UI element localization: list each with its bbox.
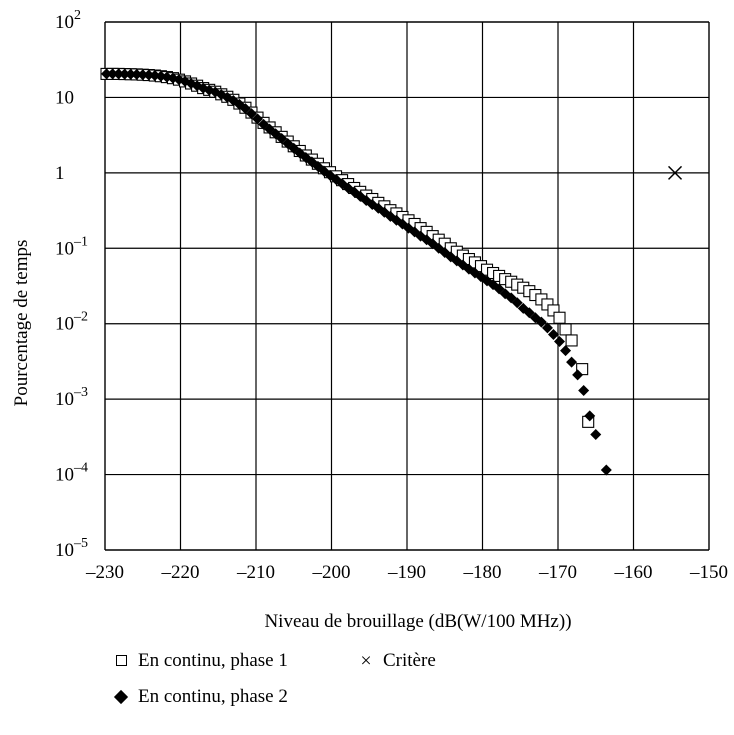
grid-lines bbox=[104, 21, 710, 551]
filled-diamond-point bbox=[119, 68, 131, 80]
y-tick-label: 10–3 bbox=[55, 385, 88, 410]
x-tick-label: –180 bbox=[463, 562, 502, 583]
open-square-point bbox=[559, 323, 572, 336]
x-tick-label: –210 bbox=[236, 562, 275, 583]
y-tick-label: 10–1 bbox=[55, 234, 88, 259]
y-tick-label: 10 bbox=[55, 87, 74, 108]
x-axis-label: Niveau de brouillage (dB(W/100 MHz)) bbox=[264, 611, 571, 632]
filled-diamond-point bbox=[113, 68, 125, 80]
legend: En continu, phase 1 × Critère En continu… bbox=[110, 650, 670, 730]
filled-diamond-point bbox=[137, 69, 149, 81]
y-tick-label: 10–4 bbox=[55, 461, 88, 486]
y-tick-labels: 102 10 1 10–1 10–2 10–3 10–4 10–5 bbox=[55, 8, 88, 561]
filled-diamond-point bbox=[554, 336, 566, 348]
x-tick-label: –190 bbox=[387, 562, 426, 583]
filled-diamond-point bbox=[535, 316, 547, 328]
filled-diamond-point bbox=[258, 118, 270, 130]
filled-diamond-point bbox=[541, 322, 553, 334]
cross-point bbox=[667, 165, 683, 180]
legend-label-phase-1: En continu, phase 1 bbox=[138, 650, 288, 671]
y-axis-label: Pourcentage de temps bbox=[11, 240, 32, 407]
y-tick-label: 1 bbox=[55, 163, 65, 184]
y-tick-label: 10–2 bbox=[55, 310, 88, 335]
filled-diamond-point bbox=[590, 428, 602, 440]
y-tick-label: 102 bbox=[55, 8, 81, 33]
cross-marker-icon: × bbox=[360, 650, 372, 672]
x-tick-label: –170 bbox=[538, 562, 577, 583]
filled-diamond-point bbox=[523, 307, 535, 319]
filled-diamond-point bbox=[584, 410, 596, 422]
filled-diamond-point bbox=[578, 385, 590, 397]
filled-diamond-point bbox=[245, 108, 257, 120]
x-tick-label: –230 bbox=[85, 562, 124, 583]
x-tick-label: –160 bbox=[614, 562, 653, 583]
filled-diamond-point bbox=[239, 103, 251, 115]
filled-diamond-marker-icon bbox=[110, 686, 132, 708]
y-tick-label: 10–5 bbox=[55, 536, 88, 561]
x-tick-label: –150 bbox=[689, 562, 728, 583]
filled-diamond-point bbox=[252, 113, 264, 125]
x-tick-label: –200 bbox=[312, 562, 351, 583]
open-square-point bbox=[553, 311, 566, 324]
filled-diamond-point bbox=[143, 69, 155, 81]
filled-diamond-point bbox=[572, 369, 584, 381]
filled-diamond-point bbox=[101, 68, 113, 80]
open-square-marker-icon bbox=[110, 650, 132, 672]
open-square-point bbox=[565, 334, 578, 347]
filled-diamond-point bbox=[107, 68, 119, 80]
filled-diamond-point bbox=[547, 328, 559, 340]
filled-diamond-point bbox=[511, 297, 523, 309]
legend-item-critere: × Critère bbox=[355, 650, 436, 672]
filled-diamond-point bbox=[560, 345, 572, 357]
legend-label-critere: Critère bbox=[383, 650, 436, 671]
legend-label-phase-2: En continu, phase 2 bbox=[138, 686, 288, 707]
filled-diamond-point bbox=[566, 356, 578, 368]
legend-item-phase-2: En continu, phase 2 bbox=[110, 686, 288, 708]
x-tick-labels: –230 –220 –210 –200 –190 –180 –170 –160 –150 bbox=[85, 562, 728, 583]
x-tick-label: –220 bbox=[161, 562, 200, 583]
filled-diamond-point bbox=[600, 464, 612, 476]
data-markers bbox=[100, 67, 683, 476]
legend-item-phase-1: En continu, phase 1 bbox=[110, 650, 288, 672]
filled-diamond-point bbox=[131, 68, 143, 80]
filled-diamond-point bbox=[125, 68, 137, 80]
